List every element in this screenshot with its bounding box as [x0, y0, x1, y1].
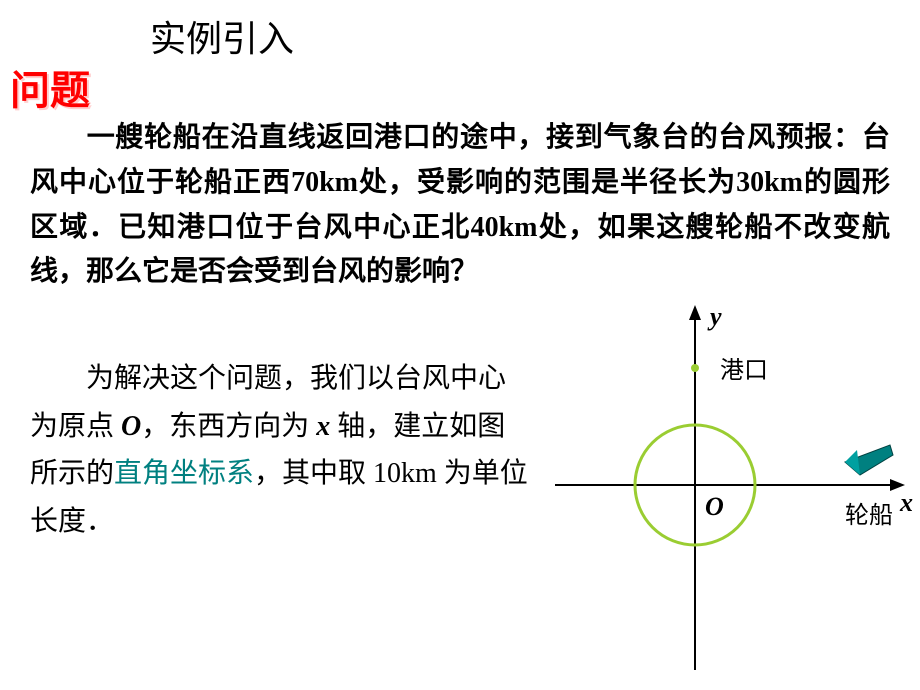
y-axis-label: y: [710, 302, 722, 332]
port-label: 港口: [720, 350, 768, 385]
origin-label: O: [705, 492, 724, 522]
section-title: 实例引入: [150, 10, 294, 62]
ship-arrow-icon: [845, 445, 893, 475]
main-text: 一艘轮船在沿直线返回港口的途中，接到气象台的台风预报：台风中心位于轮船正西70k…: [30, 122, 890, 287]
coordinate-diagram: y x O 港口 轮船: [545, 300, 915, 680]
main-paragraph: 一艘轮船在沿直线返回港口的途中，接到气象台的台风预报：台风中心位于轮船正西70k…: [30, 116, 890, 295]
x-axis-label: x: [900, 488, 913, 518]
var-O: O: [121, 411, 141, 442]
ship-label: 轮船: [845, 495, 893, 530]
y-axis-arrow: [689, 305, 701, 320]
highlight-text: 直角坐标系: [114, 458, 254, 489]
sub-paragraph: 为解决这个问题，我们以台风中心为原点 O，东西方向为 x 轴，建立如图所示的直角…: [30, 355, 530, 545]
var-x: x: [316, 411, 330, 442]
question-label: 问题: [10, 58, 90, 116]
sub-text-2: ，东西方向为: [141, 411, 316, 442]
port-dot: [691, 364, 699, 372]
